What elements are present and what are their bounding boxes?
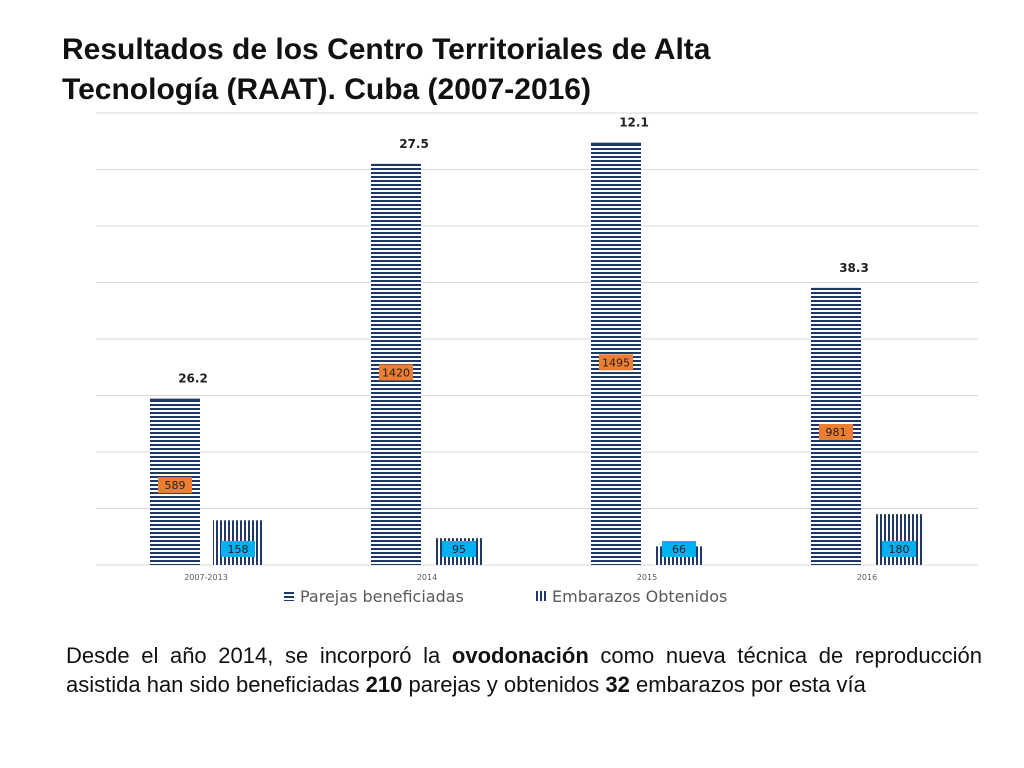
value-label-embarazos: 66: [672, 543, 686, 556]
value-label-embarazos: 158: [228, 543, 249, 556]
rate-label: 38.3: [839, 261, 869, 275]
caption-part-2: como nueva técnica de reproducción asist…: [66, 643, 982, 697]
bar-parejas: [591, 142, 641, 565]
label-box-embarazos: [442, 541, 476, 557]
x-axis: 2007-2013 2014 2015 2016: [184, 573, 877, 582]
caption-part-1: Desde el año 2014, se incorporó la: [66, 643, 452, 668]
bars: [150, 142, 924, 565]
label-box-embarazos: [882, 541, 916, 557]
legend-item-embarazos: Embarazos Obtenidos: [536, 587, 727, 606]
bar-top-edge: [591, 142, 641, 145]
value-label-embarazos: 180: [889, 543, 910, 556]
label-box-embarazos: [662, 541, 696, 557]
value-label-parejas: 1420: [382, 366, 410, 379]
caption-bold-ovodonacion: ovodonación: [451, 643, 589, 668]
caption-text: Desde el año 2014, se incorporó la ovodo…: [66, 641, 982, 699]
bar-chart: 589 158 26.2 1420 95 27.5 1495 66 12.1 981 180 38.3…: [96, 112, 978, 606]
data-labels: 589 158 26.2 1420 95 27.5 1495 66 12.1 981 180 38.3: [158, 116, 916, 557]
legend-swatch-parejas: [284, 591, 294, 601]
legend-label-embarazos: Embarazos Obtenidos: [552, 587, 727, 606]
bar-embarazos: [874, 514, 924, 565]
caption-bold-210: 210: [365, 672, 403, 697]
value-label-parejas: 981: [826, 426, 847, 439]
caption-bold-32: 32: [605, 672, 630, 697]
title-line-1: Resultados de los Centro Territoriales d…: [62, 33, 711, 66]
x-tick-label: 2007-2013: [184, 573, 228, 582]
label-box-parejas: [158, 477, 192, 494]
label-box-parejas: [819, 423, 853, 440]
bar-top-edge: [371, 163, 421, 166]
x-tick-label: 2015: [637, 573, 657, 582]
label-box-parejas: [599, 354, 633, 371]
label-box-parejas: [379, 364, 413, 381]
caption-part-4: embarazos por esta vía: [629, 672, 866, 697]
rate-label: 26.2: [178, 372, 208, 386]
rate-label: 27.5: [399, 137, 429, 151]
value-label-embarazos: 95: [452, 543, 466, 556]
legend: Parejas beneficiadas Embarazos Obtenidos: [284, 587, 727, 606]
value-label-parejas: 589: [165, 479, 186, 492]
bar-top-edge: [811, 287, 861, 290]
page-title: Resultados de los Centro Territoriales d…: [62, 30, 962, 110]
title-line-2: Tecnología (RAAT). Cuba (2007-2016): [62, 73, 591, 106]
x-tick-label: 2014: [417, 573, 437, 582]
bar-top-edge: [150, 398, 200, 401]
legend-item-parejas: Parejas beneficiadas: [284, 587, 464, 606]
caption-part-3: parejas y obtenidos: [402, 672, 606, 697]
x-tick-label: 2016: [857, 573, 877, 582]
rate-label: 12.1: [619, 116, 649, 130]
bar-parejas: [371, 163, 421, 565]
label-box-embarazos: [221, 541, 255, 557]
value-label-parejas: 1495: [602, 356, 630, 369]
legend-swatch-embarazos: [536, 591, 546, 601]
legend-label-parejas: Parejas beneficiadas: [300, 587, 464, 606]
